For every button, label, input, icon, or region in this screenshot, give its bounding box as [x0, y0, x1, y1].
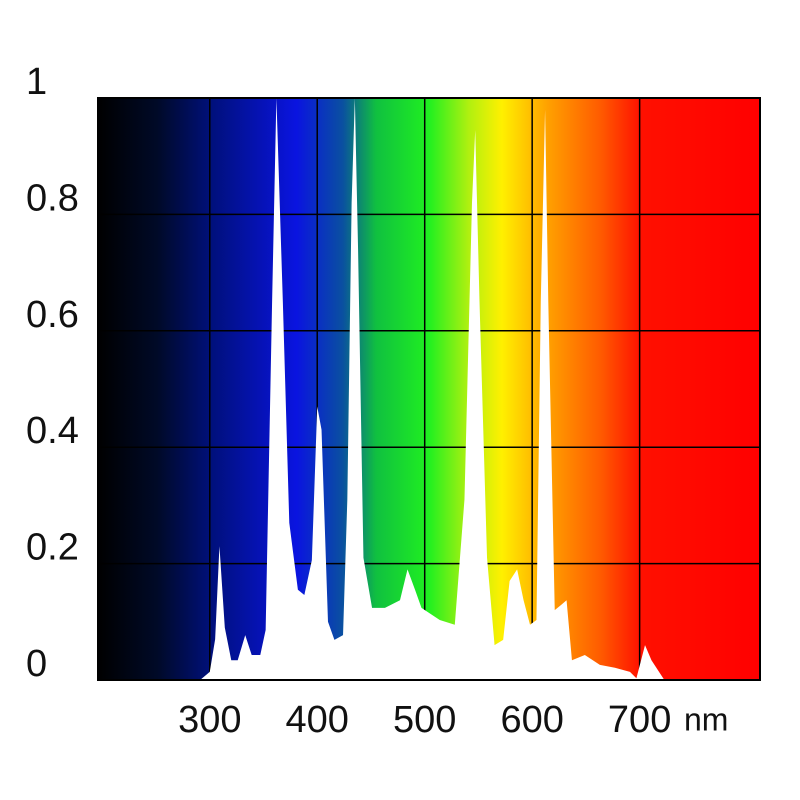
y-tick-label: 0	[26, 643, 47, 685]
spectrum-background	[98, 98, 760, 680]
y-tick-label: 1	[26, 61, 47, 103]
y-tick-label: 0.4	[26, 410, 79, 452]
x-axis-label: nm	[684, 701, 728, 737]
x-tick-label: 400	[286, 699, 349, 741]
marks	[200, 98, 665, 680]
y-tick-label: 0.2	[26, 527, 79, 569]
y-tick-label: 0.8	[26, 177, 79, 219]
spectrum-area	[200, 98, 665, 680]
plot-frame	[97, 97, 761, 681]
x-tick-label: 700	[608, 699, 671, 741]
y-tick-label: 0.6	[26, 294, 79, 336]
x-tick-label: 600	[500, 699, 563, 741]
x-tick-label: 500	[393, 699, 456, 741]
x-tick-label: 300	[178, 699, 241, 741]
